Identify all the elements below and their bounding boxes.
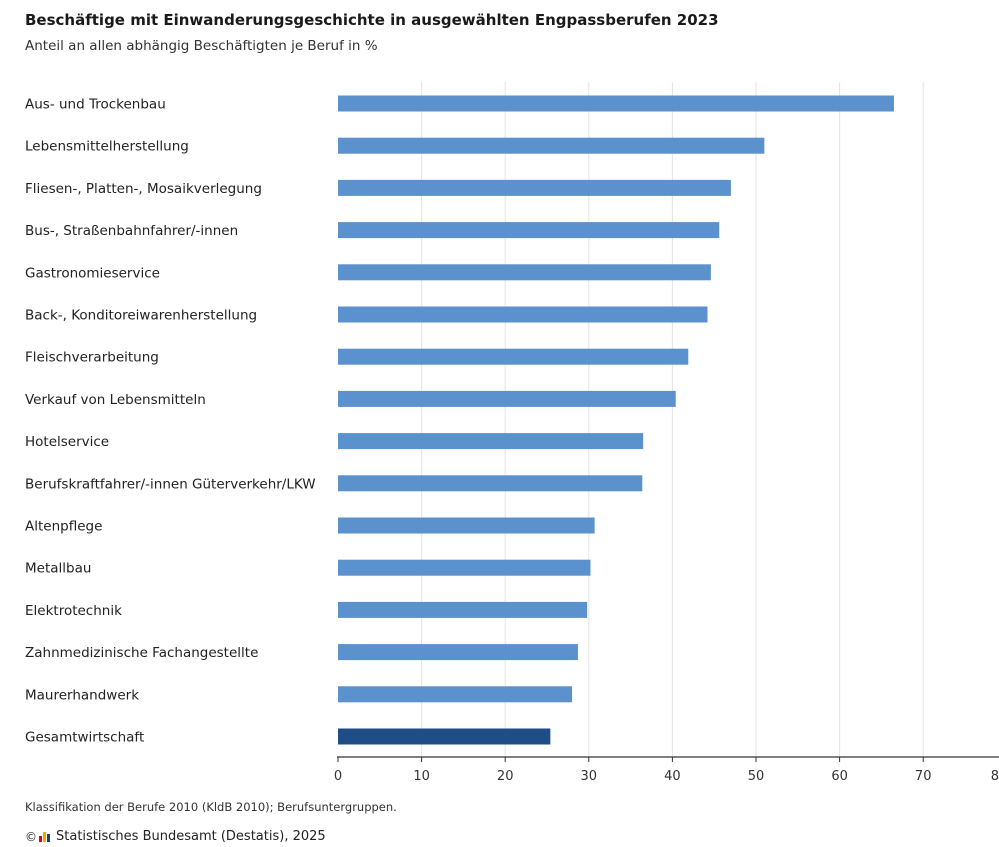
x-tick-label: 60	[831, 769, 848, 784]
bar	[338, 264, 711, 281]
bar	[338, 348, 689, 365]
bar	[338, 433, 644, 450]
bar-chart: Aus- und Trockenbau Lebensmittelherstellu…	[25, 82, 999, 784]
x-tick-label: 50	[748, 769, 765, 784]
bar	[338, 475, 643, 492]
x-tick-label: 40	[664, 769, 681, 784]
bar	[338, 559, 591, 576]
category-label: Gesamtwirtschaft	[25, 730, 144, 746]
category-label: Hotelservice	[25, 434, 109, 450]
bar	[338, 306, 708, 323]
bar	[338, 137, 765, 154]
logo-bar-blue	[47, 834, 50, 842]
category-label: Fleischverarbeitung	[25, 350, 159, 366]
x-tick-label: 20	[497, 769, 514, 784]
x-tick-label: 0	[334, 769, 342, 784]
bar	[338, 686, 573, 703]
category-label: Maurerhandwerk	[25, 687, 139, 703]
bar	[338, 728, 551, 745]
logo-bar-yellow	[43, 832, 46, 842]
bar	[338, 179, 731, 196]
x-tick-label: 10	[413, 769, 430, 784]
x-tick-label: 70	[915, 769, 932, 784]
category-label: Elektrotechnik	[25, 603, 122, 619]
category-label: Back-, Konditoreiwarenherstellung	[25, 308, 257, 324]
bar	[338, 390, 676, 407]
category-label: Metallbau	[25, 561, 91, 577]
category-label: Fliesen-, Platten-, Mosaikverlegung	[25, 181, 262, 197]
category-label: Altenpflege	[25, 519, 102, 535]
bar	[338, 644, 578, 661]
destatis-logo-icon	[38, 831, 52, 842]
category-label: Berufskraftfahrer/-innen Güterverkehr/LK…	[25, 476, 316, 492]
chart-subtitle: Anteil an allen abhängig Beschäftigten j…	[25, 38, 378, 54]
category-label: Zahnmedizinische Fachangestellte	[25, 645, 258, 661]
source-text: Statistisches Bundesamt (Destatis), 2025	[56, 829, 326, 844]
x-tick-label: 8	[991, 769, 999, 784]
logo-bar-red	[39, 836, 42, 842]
chart-title: Beschäftige mit Einwanderungsgeschichte …	[25, 11, 719, 29]
category-label: Verkauf von Lebensmitteln	[25, 392, 206, 408]
copyright-symbol: ©	[25, 829, 37, 844]
source-line: © Statistisches Bundesamt (Destatis), 20…	[25, 829, 326, 844]
bar	[338, 95, 894, 112]
category-label: Aus- und Trockenbau	[25, 97, 166, 113]
x-tick-label: 30	[581, 769, 598, 784]
category-label: Gastronomieservice	[25, 265, 160, 281]
category-label: Lebensmittelherstellung	[25, 139, 189, 155]
category-label: Bus-, Straßenbahnfahrer/-innen	[25, 223, 238, 239]
bar	[338, 517, 595, 534]
bar	[338, 601, 588, 618]
footnote: Klassifikation der Berufe 2010 (KldB 201…	[25, 800, 397, 814]
bar	[338, 222, 720, 239]
